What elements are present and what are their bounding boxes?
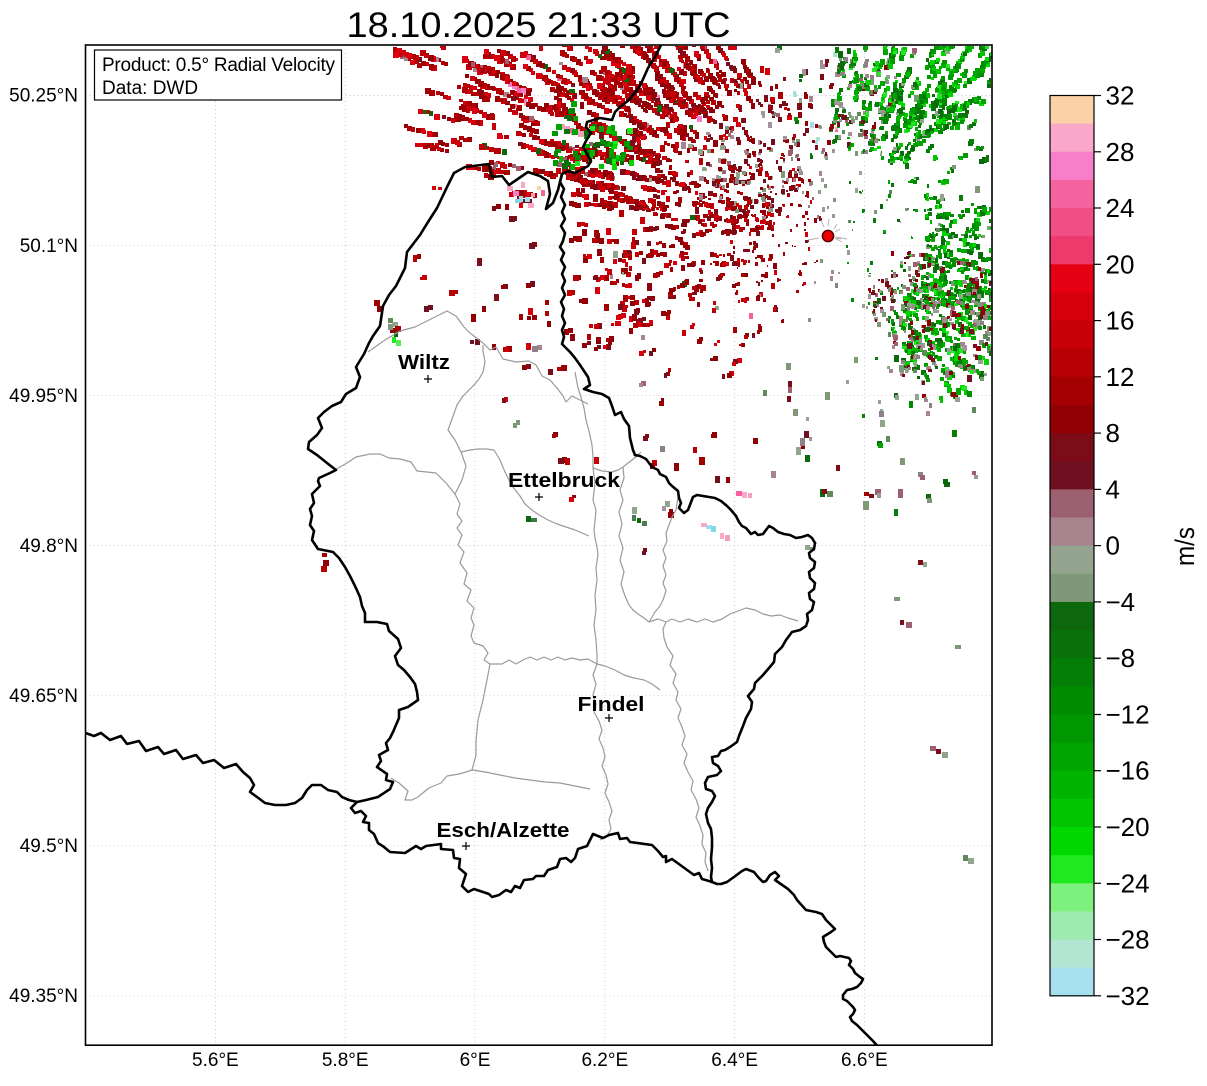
svg-text:Data: DWD: Data: DWD: [102, 78, 198, 99]
svg-text:0: 0: [1106, 531, 1120, 561]
svg-text:49.8°N: 49.8°N: [20, 536, 78, 557]
svg-text:49.95°N: 49.95°N: [9, 386, 78, 407]
svg-text:−4: −4: [1106, 587, 1136, 617]
svg-text:Esch/Alzette: Esch/Alzette: [437, 820, 570, 842]
svg-text:−28: −28: [1106, 925, 1150, 955]
svg-text:5.8°E: 5.8°E: [322, 1050, 369, 1071]
svg-text:m/s: m/s: [1170, 527, 1200, 566]
svg-text:24: 24: [1106, 193, 1135, 223]
svg-text:6.6°E: 6.6°E: [841, 1050, 888, 1071]
svg-text:−16: −16: [1106, 756, 1150, 786]
svg-text:Findel: Findel: [578, 694, 645, 716]
svg-text:16: 16: [1106, 306, 1135, 336]
svg-text:6.2°E: 6.2°E: [581, 1050, 628, 1071]
svg-text:6°E: 6°E: [460, 1050, 491, 1071]
svg-text:−12: −12: [1106, 700, 1150, 730]
svg-text:−8: −8: [1106, 643, 1136, 673]
svg-text:5.6°E: 5.6°E: [192, 1050, 239, 1071]
svg-text:−32: −32: [1106, 981, 1150, 1011]
svg-text:6.4°E: 6.4°E: [711, 1050, 758, 1071]
svg-text:49.65°N: 49.65°N: [9, 686, 78, 707]
svg-text:Ettelbruck: Ettelbruck: [508, 470, 621, 492]
svg-text:50.1°N: 50.1°N: [20, 236, 78, 257]
svg-text:49.5°N: 49.5°N: [20, 836, 78, 857]
svg-text:4: 4: [1106, 474, 1120, 504]
svg-text:−24: −24: [1106, 868, 1150, 898]
svg-text:32: 32: [1106, 81, 1135, 111]
svg-text:49.35°N: 49.35°N: [9, 986, 78, 1007]
svg-text:Product: 0.5° Radial Velocity: Product: 0.5° Radial Velocity: [102, 55, 336, 76]
svg-text:8: 8: [1106, 418, 1120, 448]
svg-text:Wiltz: Wiltz: [398, 352, 450, 374]
svg-text:18.10.2025 21:33 UTC: 18.10.2025 21:33 UTC: [347, 6, 731, 45]
svg-text:12: 12: [1106, 362, 1135, 392]
svg-text:−20: −20: [1106, 812, 1150, 842]
svg-text:28: 28: [1106, 137, 1135, 167]
svg-text:50.25°N: 50.25°N: [9, 86, 78, 107]
svg-text:20: 20: [1106, 249, 1135, 279]
